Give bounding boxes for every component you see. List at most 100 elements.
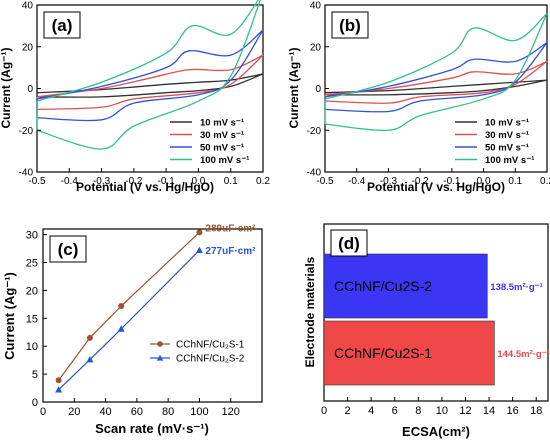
- data-point: [117, 325, 125, 332]
- x-tick-label: 12: [459, 405, 471, 417]
- cv-curve-anodic: [36, 0, 259, 102]
- x-tick-label: -0.2: [412, 176, 430, 187]
- bar-value-label: 138.5m²·g⁻¹: [490, 282, 543, 293]
- panel-label: (b): [339, 16, 361, 35]
- y-axis-label: Electrode materials: [303, 256, 317, 367]
- panel-label-box: [330, 229, 368, 257]
- cv-curve-cathodic: [36, 0, 261, 150]
- x-tick-label: 0.2: [256, 176, 270, 187]
- legend-label: 30 mV s⁻¹: [200, 130, 244, 141]
- bar: [323, 253, 488, 319]
- data-point: [86, 356, 94, 363]
- x-tick-label: 0: [40, 406, 46, 418]
- x-tick-label: -0.2: [125, 176, 143, 187]
- bar: [323, 320, 495, 386]
- legend-label: 50 mV s⁻¹: [485, 143, 529, 154]
- y-tick-label: -20: [19, 126, 34, 137]
- x-tick-label: -0.3: [380, 176, 398, 187]
- x-tick-label: -0.1: [158, 176, 176, 187]
- x-tick-label: 10: [436, 405, 448, 417]
- cv-curve-cathodic: [324, 60, 548, 104]
- x-tick-label: 18: [530, 405, 542, 417]
- x-tick-label: -0.5: [316, 176, 334, 187]
- series-line: [58, 231, 200, 381]
- cv-panel-a: -0.5 -0.4 -0.3 -0.2 -0.1 0.0 0.1 0.2 -40 -20 0 20 40…: [0, 0, 270, 194]
- cv-panel-b: -0.5 -0.4 -0.3 -0.2 -0.1 0.0 0.1 0.2 -40 -20 0 20 40…: [287, 1, 550, 195]
- x-tick-label: 6: [392, 405, 398, 417]
- legend-label: 30 mV s⁻¹: [485, 130, 529, 141]
- plot-frame: [42, 228, 263, 403]
- y-tick-label: 20: [26, 285, 38, 297]
- y-axis-label: Current (Ag⁻¹): [287, 48, 301, 129]
- y-tick-label: 0: [315, 84, 321, 95]
- y-tick-label: 15: [26, 313, 38, 325]
- panel-label-box: [43, 11, 81, 39]
- y-tick-label: -40: [307, 168, 322, 179]
- data-point: [86, 334, 93, 341]
- legend-label: 50 mV s⁻¹: [200, 143, 244, 154]
- x-tick-label: 80: [162, 406, 174, 418]
- cv-curve-anodic: [36, 29, 264, 100]
- x-tick-label: 4: [368, 405, 374, 417]
- x-tick-label: 2: [345, 405, 351, 417]
- x-tick-label: 0.0: [477, 176, 491, 187]
- data-point: [55, 377, 62, 384]
- y-tick-label: 0: [32, 397, 38, 409]
- cv-curve-cathodic: [324, 42, 548, 113]
- x-axis-label: Potential (V vs. Hg/HgO): [367, 180, 505, 194]
- bar-value-label: 144.5m²·g⁻¹: [497, 349, 550, 360]
- cv-curve-cathodic: [36, 73, 264, 98]
- x-tick-label: 100: [190, 406, 208, 418]
- x-tick-label: 8: [415, 405, 421, 417]
- x-tick-label: 0.1: [508, 176, 522, 187]
- cv-curve-anodic: [36, 73, 264, 94]
- legend-label: 100 mV s⁻¹: [200, 155, 249, 166]
- x-axis-label: ECSA(cm²): [402, 424, 470, 439]
- cv-curve-anodic: [324, 12, 548, 100]
- data-point: [196, 229, 203, 236]
- x-tick-label: 0.0: [191, 176, 205, 187]
- cv-curve-cathodic: [324, 13, 548, 132]
- y-tick-label: 25: [26, 257, 38, 269]
- legend-label: 100 mV s⁻¹: [485, 155, 534, 166]
- y-tick-label: 5: [32, 369, 38, 381]
- x-tick-label: -0.3: [93, 176, 111, 187]
- x-tick-label: -0.1: [443, 176, 461, 187]
- data-label: 289uF·cm²: [205, 223, 256, 234]
- x-tick-label: 14: [483, 405, 495, 417]
- bar-category-label: CChNF/Cu2S-1: [334, 345, 432, 361]
- cv-curve-anodic: [324, 42, 548, 98]
- legend-marker: [157, 341, 163, 347]
- bar-category-label: CChNF/Cu2S-2: [334, 278, 432, 294]
- panel-label: (a): [52, 16, 73, 35]
- y-tick-label: 40: [22, 1, 34, 12]
- cv-curve-cathodic: [324, 79, 548, 96]
- y-tick-label: -20: [307, 126, 322, 137]
- y-tick-label: 30: [26, 230, 38, 242]
- cv-curve-anodic: [324, 60, 548, 96]
- series-line: [58, 249, 200, 391]
- x-tick-label: 0.2: [540, 176, 550, 187]
- x-tick-label: 40: [99, 406, 111, 418]
- y-axis-label: Current (Ag⁻¹): [2, 272, 17, 360]
- legend-marker: [156, 354, 164, 361]
- ecsa-panel-d: CChNF/Cu2S-2 138.5m²·g⁻¹ CChNF/Cu2S-1 144.5…: [303, 223, 550, 439]
- cv-curve-anodic: [36, 54, 264, 98]
- data-point: [118, 303, 125, 310]
- x-tick-label: 0: [321, 405, 327, 417]
- x-tick-label: -0.5: [28, 176, 46, 187]
- y-tick-label: 20: [22, 42, 34, 53]
- data-point: [195, 246, 203, 254]
- panel-label-box: [49, 235, 87, 263]
- legend-label: 10 mV s⁻¹: [485, 118, 529, 129]
- panel-label: (d): [338, 234, 360, 253]
- x-axis-label: Scan rate (mV·s⁻¹): [95, 421, 209, 436]
- x-tick-label: 0.1: [224, 176, 238, 187]
- x-axis-label: Potential (V vs. Hg/HgO): [76, 180, 214, 194]
- scan-rate-panel-c: 0 20 40 60 80 100 120 0 5 10 15 20 25 30 289uF·cm² 277…: [2, 223, 263, 436]
- x-tick-label: -0.4: [61, 176, 79, 187]
- x-tick-label: 16: [507, 405, 519, 417]
- cv-curve-cathodic: [36, 29, 264, 122]
- x-tick-label: -0.4: [348, 176, 366, 187]
- legend-label: CChNF/Cu₂S-1: [176, 340, 245, 351]
